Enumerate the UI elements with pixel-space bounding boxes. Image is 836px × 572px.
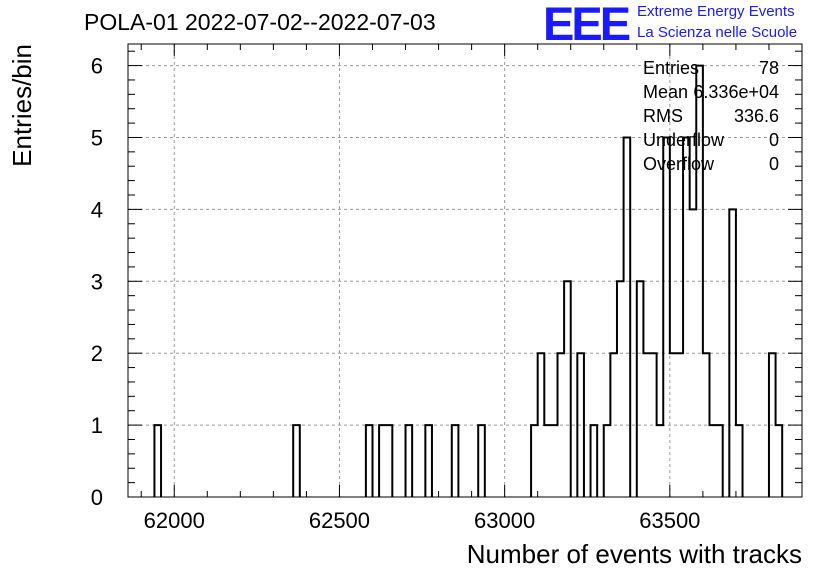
histogram-bin <box>452 425 459 497</box>
y-tick-label: 5 <box>91 125 103 150</box>
stat-value: 0 <box>768 130 779 150</box>
histogram-bin <box>657 425 664 497</box>
histogram-bin <box>564 281 571 497</box>
y-tick-label: 6 <box>91 54 103 79</box>
histogram-bin <box>617 281 624 497</box>
histogram-bin <box>425 425 432 497</box>
histogram-bin <box>366 425 373 497</box>
histogram-bin <box>676 353 683 497</box>
histogram-bin <box>406 425 413 497</box>
stat-label: RMS <box>643 106 683 126</box>
histogram-bin <box>690 209 697 497</box>
histogram-bin <box>716 425 723 497</box>
x-tick-label: 63000 <box>474 508 535 533</box>
stat-value: 336.6 <box>733 106 779 126</box>
histogram-bin <box>531 425 538 497</box>
y-tick-label: 4 <box>91 197 103 222</box>
stat-value: 78 <box>758 58 779 78</box>
histogram-bin <box>736 425 743 497</box>
histogram-bin <box>703 353 710 497</box>
logo-line-1: Extreme Energy Events <box>637 3 795 20</box>
histogram-bin <box>670 353 677 497</box>
histogram-bin <box>776 425 783 497</box>
stat-row-overflow: Overflow 0 <box>643 154 779 178</box>
stat-row-underflow: Underflow 0 <box>643 130 779 154</box>
histogram-bin <box>478 425 485 497</box>
stat-row-entries: Entries 78 <box>643 58 779 82</box>
stat-row-mean: Mean 6.336e+04 <box>643 82 779 106</box>
stat-label: Entries <box>643 58 700 78</box>
histogram-bin <box>558 353 565 497</box>
stats-box: Entries 78 Mean 6.336e+04 RMS 336.6 Unde… <box>643 58 779 178</box>
histogram-bin <box>643 353 650 497</box>
histogram-bin <box>709 425 716 497</box>
x-tick-label: 62500 <box>309 508 370 533</box>
stat-label: Underflow <box>643 130 725 150</box>
histogram-outline <box>153 64 784 497</box>
stat-value: 6.336e+04 <box>693 82 779 102</box>
histogram-bin <box>551 425 558 497</box>
y-axis-label: Entries/bin <box>7 44 37 167</box>
logo-line-2: La Scienza nelle Scuole <box>637 24 798 41</box>
histogram-bin <box>604 425 611 497</box>
eee-logo: EEE <box>543 0 631 50</box>
histogram-bin <box>591 425 598 497</box>
y-tick-label: 2 <box>91 341 103 366</box>
x-tick-label: 63500 <box>639 508 700 533</box>
y-tick-label: 3 <box>91 269 103 294</box>
histogram-bin <box>729 209 736 497</box>
chart-title: POLA-01 2022-07-02--2022-07-03 <box>84 9 436 35</box>
x-tick-label: 62000 <box>144 508 205 533</box>
histogram-bin <box>544 425 551 497</box>
histogram-bin <box>386 425 393 497</box>
stat-value: 0 <box>768 154 779 174</box>
plot-frame <box>127 43 803 498</box>
histogram-bin <box>610 353 617 497</box>
histogram-bin <box>624 137 631 497</box>
histogram-bin <box>379 425 386 497</box>
stat-label: Overflow <box>643 154 715 174</box>
y-tick-label: 1 <box>91 413 103 438</box>
histogram-bin <box>538 353 545 497</box>
y-tick-label: 0 <box>91 485 103 510</box>
histogram-bin <box>577 353 584 497</box>
histogram-bin <box>769 353 776 497</box>
histogram-bin <box>683 137 690 497</box>
histogram-bin <box>637 281 644 497</box>
histogram-bin <box>650 353 657 497</box>
stat-label: Mean <box>643 82 689 102</box>
x-axis-label: Number of events with tracks <box>467 539 802 569</box>
histogram-bin <box>293 425 300 497</box>
histogram-bin <box>154 425 161 497</box>
stat-row-rms: RMS 336.6 <box>643 106 779 130</box>
histogram-bin <box>663 137 670 497</box>
